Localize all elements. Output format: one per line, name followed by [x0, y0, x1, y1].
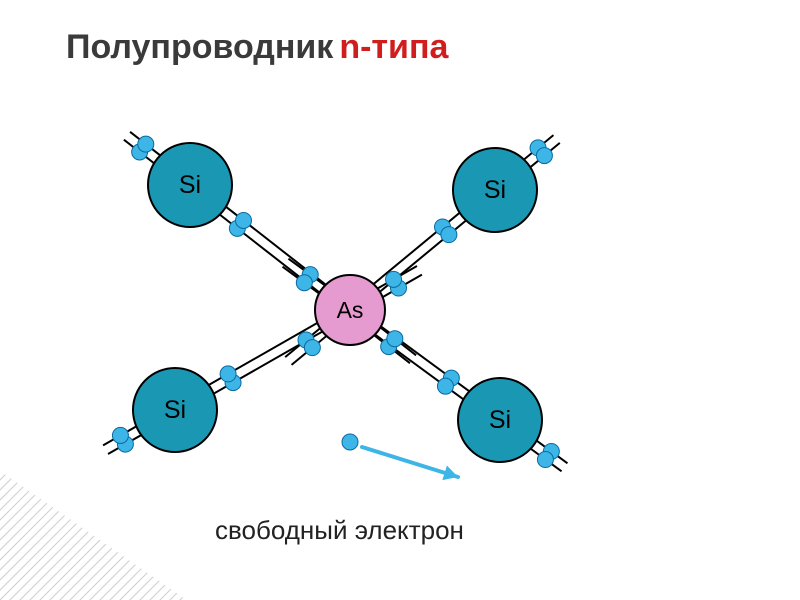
atom-label-as: As [337, 297, 364, 323]
corner-hatch-decoration [0, 450, 230, 600]
free-electron [342, 434, 358, 450]
atom-label-si-tl: Si [179, 171, 201, 199]
free-electron-caption: свободный электрон [215, 515, 464, 546]
atom-label-si-tr: Si [484, 176, 506, 204]
atom-label-si-br: Si [489, 406, 511, 434]
atom-label-si-bl: Si [164, 396, 186, 424]
